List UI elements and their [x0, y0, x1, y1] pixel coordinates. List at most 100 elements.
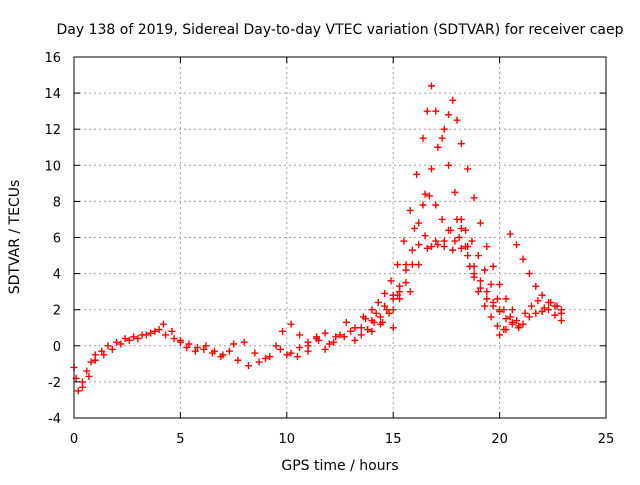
data-point [359, 313, 367, 321]
data-point [483, 295, 491, 303]
data-point [383, 306, 391, 314]
data-point [374, 298, 382, 306]
data-point [464, 252, 472, 260]
data-point [244, 362, 252, 370]
data-point [419, 201, 427, 209]
data-point [113, 338, 121, 346]
data-point [423, 107, 431, 115]
data-point [176, 338, 184, 346]
data-point [147, 329, 155, 337]
data-point [370, 318, 378, 326]
data-point [357, 331, 365, 339]
data-point [296, 344, 304, 352]
data-point [342, 318, 350, 326]
data-point [449, 96, 457, 104]
data-point [438, 215, 446, 223]
data-point [234, 356, 242, 364]
data-point [351, 324, 359, 332]
data-point [217, 353, 225, 361]
data-point [432, 201, 440, 209]
data-point [155, 326, 163, 334]
y-tick-label: 14 [44, 87, 61, 102]
data-point [389, 324, 397, 332]
data-point [551, 311, 559, 319]
data-point [445, 111, 453, 119]
data-point [108, 345, 116, 353]
data-point [551, 302, 559, 310]
data-point [100, 351, 108, 359]
data-point [434, 143, 442, 151]
data-point [193, 344, 201, 352]
data-point [142, 331, 150, 339]
data-point [508, 306, 516, 314]
data-point [372, 309, 380, 317]
data-point [340, 333, 348, 341]
data-point [183, 344, 191, 352]
data-point [489, 262, 497, 270]
data-point [474, 288, 482, 296]
data-point [368, 306, 376, 314]
data-point [159, 320, 167, 328]
data-point [104, 342, 112, 350]
x-tick-label: 20 [491, 432, 508, 447]
data-point [470, 194, 478, 202]
data-point [447, 226, 455, 234]
data-point [151, 327, 159, 335]
data-point [402, 261, 410, 269]
data-point [440, 243, 448, 251]
series-arc-6 [389, 215, 508, 334]
data-point [376, 313, 384, 321]
data-point [191, 347, 199, 355]
data-point [468, 237, 476, 245]
data-point [474, 252, 482, 260]
y-tick-label: 12 [44, 123, 61, 138]
data-point [464, 165, 472, 173]
data-point [393, 261, 401, 269]
data-point [466, 262, 474, 270]
data-point [406, 206, 414, 214]
data-point [413, 170, 421, 178]
data-point [506, 313, 514, 321]
data-point [168, 327, 176, 335]
data-point [453, 116, 461, 124]
data-point [279, 327, 287, 335]
x-tick-label: 10 [279, 432, 296, 447]
data-point [432, 237, 440, 245]
data-point [85, 372, 93, 380]
data-point [421, 232, 429, 240]
data-point [134, 335, 142, 343]
data-point [540, 304, 548, 312]
data-point [130, 333, 138, 341]
data-point [393, 291, 401, 299]
data-point [381, 302, 389, 310]
data-point [400, 237, 408, 245]
data-point [493, 322, 501, 330]
data-point [415, 219, 423, 227]
data-point [451, 237, 459, 245]
data-point [296, 331, 304, 339]
y-tick-label: -2 [48, 376, 61, 391]
data-point [489, 298, 497, 306]
data-point [487, 313, 495, 321]
data-point [432, 107, 440, 115]
x-tick-label: 0 [70, 432, 78, 447]
data-point [513, 241, 521, 249]
data-point [332, 333, 340, 341]
data-point [283, 351, 291, 359]
data-point [389, 306, 397, 314]
data-point [385, 309, 393, 317]
data-point [525, 270, 533, 278]
data-point [262, 354, 270, 362]
data-point [117, 340, 125, 348]
y-tick-label: -4 [48, 412, 61, 427]
data-point [519, 255, 527, 263]
data-point [457, 140, 465, 148]
data-point [476, 277, 484, 285]
data-point [293, 353, 301, 361]
data-point [528, 302, 536, 310]
data-point [200, 345, 208, 353]
data-point [74, 387, 82, 395]
data-point [91, 356, 99, 364]
data-point [534, 297, 542, 305]
